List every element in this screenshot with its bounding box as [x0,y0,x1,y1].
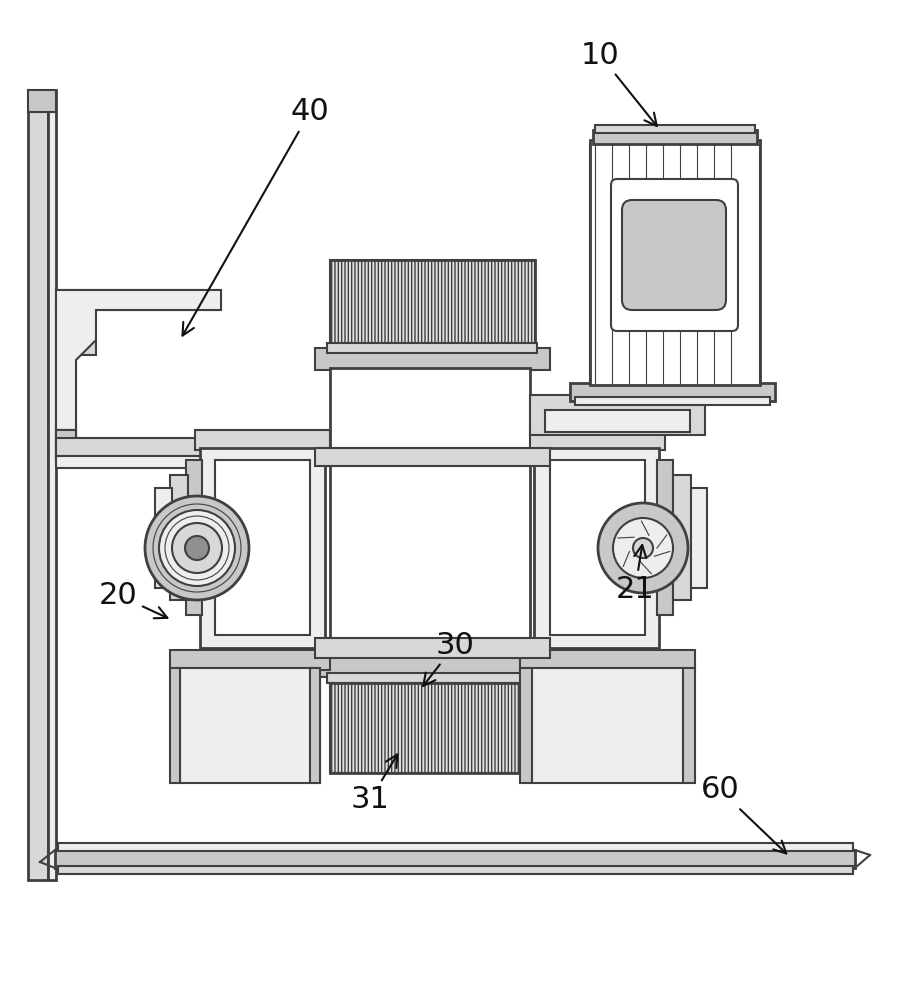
Bar [155,488,172,588]
Bar [56,456,276,468]
Bar [180,668,320,783]
Bar [657,460,673,615]
Circle shape [185,536,209,560]
Polygon shape [56,430,76,460]
Circle shape [633,538,653,558]
Polygon shape [56,290,221,430]
Bar [683,668,695,783]
Circle shape [598,503,688,593]
Text: 60: 60 [700,776,786,853]
Circle shape [159,510,235,586]
Bar [28,90,56,112]
Bar [55,850,855,868]
Bar [76,340,96,355]
Bar [575,397,770,405]
FancyBboxPatch shape [611,179,738,331]
Bar [170,668,180,783]
FancyBboxPatch shape [622,200,726,310]
Bar [315,348,550,370]
Bar [315,638,550,658]
Bar [520,650,695,670]
Bar [56,290,221,310]
Bar [200,448,325,648]
Text: 20: 20 [99,580,168,618]
Circle shape [145,496,249,600]
Polygon shape [632,213,716,297]
Circle shape [172,523,222,573]
Text: 31: 31 [351,754,397,814]
Bar [673,475,691,600]
Bar [310,668,320,783]
Text: 40: 40 [182,98,329,336]
Bar [520,668,532,783]
Bar [327,673,537,683]
Text: 21: 21 [616,545,654,604]
Bar [58,843,853,851]
Text: 30: 30 [424,631,474,686]
Bar [550,460,645,635]
Bar [691,488,707,588]
Bar [593,130,757,144]
Bar [56,430,76,460]
Bar [330,260,535,350]
Bar [330,683,535,773]
Bar [56,438,276,456]
Bar [327,343,537,353]
Bar [195,430,330,450]
Bar [530,430,665,450]
Bar [330,260,535,350]
Text: 10: 10 [580,40,657,126]
Bar [330,683,535,773]
Bar [534,448,659,648]
Bar [570,383,775,401]
Bar [28,90,48,880]
Bar [56,310,76,450]
Bar [595,125,755,133]
Bar [186,460,202,615]
Bar [530,395,705,435]
Bar [58,866,853,874]
Bar [530,668,685,783]
Bar [315,448,550,466]
Bar [545,410,690,432]
Bar [170,650,330,670]
Bar [170,475,188,600]
Bar [330,368,530,658]
Circle shape [613,518,673,578]
Bar [48,90,56,880]
Bar [590,140,760,385]
Bar [215,460,310,635]
Bar [315,655,550,677]
